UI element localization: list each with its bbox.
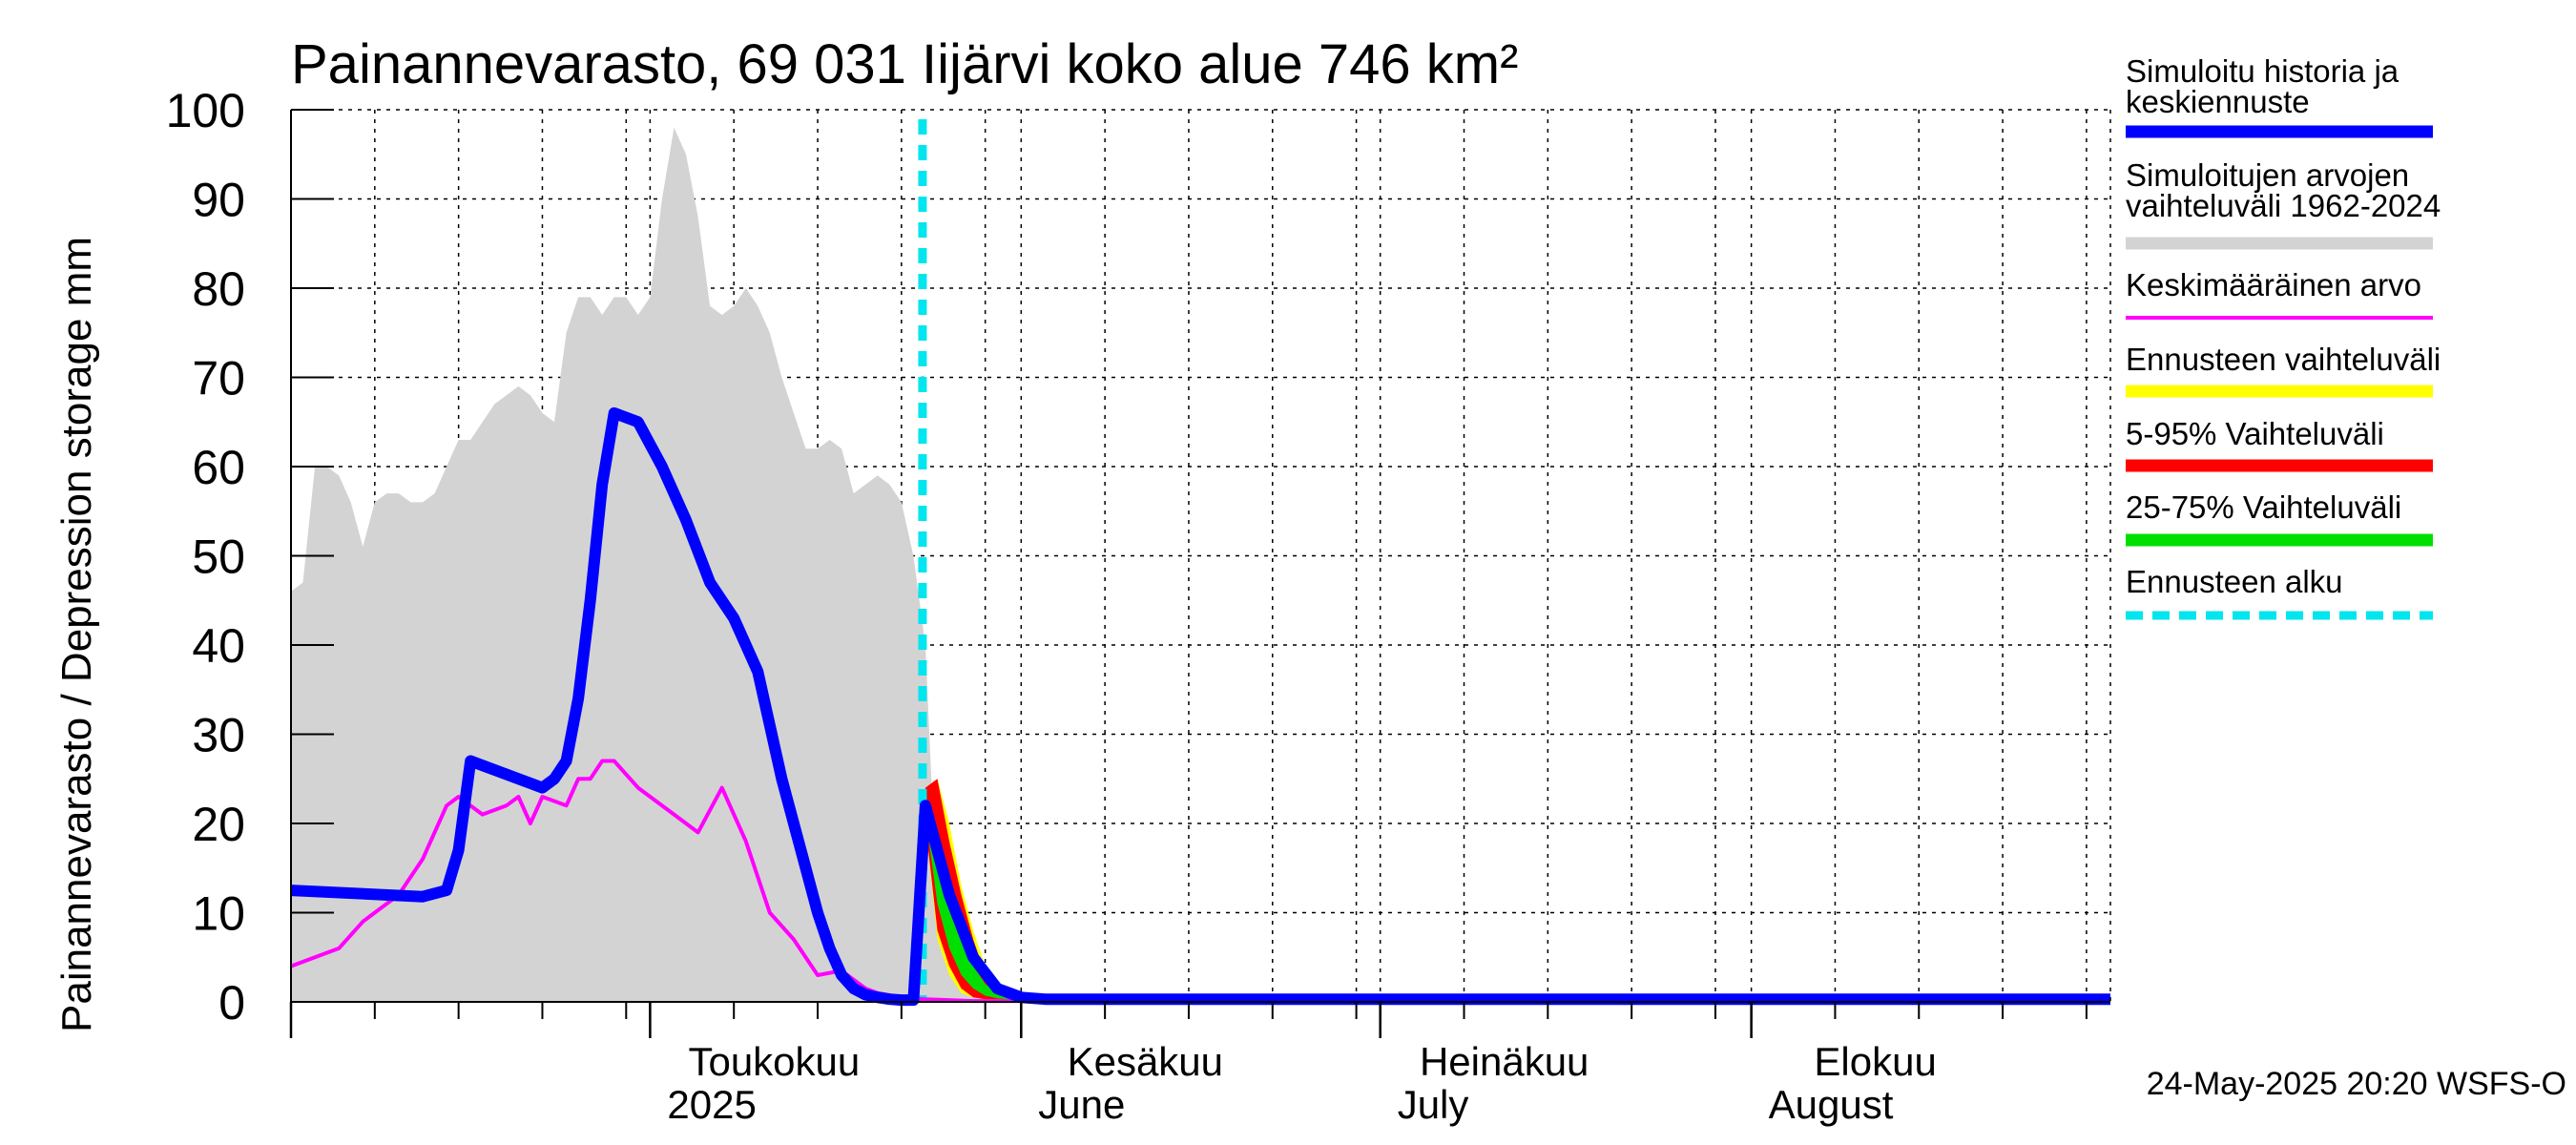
- x-tick-label-month: Elokuu: [1814, 1039, 1936, 1084]
- x-tick-label-sub: June: [1038, 1082, 1125, 1127]
- y-tick-label: 60: [192, 441, 245, 494]
- x-tick-label-sub: August: [1769, 1082, 1894, 1127]
- y-tick-label: 50: [192, 531, 245, 584]
- band-25-75-vaihteluv-li: [924, 805, 1033, 1000]
- legend-label-simulated-history-2: keskiennuste: [2126, 84, 2310, 119]
- y-tick-label: 10: [192, 887, 245, 941]
- y-tick-label: 80: [192, 262, 245, 316]
- y-tick-label: 30: [192, 709, 245, 762]
- y-tick-label: 100: [166, 84, 245, 137]
- series-lines: [290, 119, 2110, 1007]
- y-tick-label: 40: [192, 619, 245, 673]
- legend-label-forecast-range: Ennusteen vaihteluväli: [2126, 342, 2441, 377]
- legend-label-simulated-history-1: Simuloitu historia ja: [2126, 53, 2399, 89]
- legend-label-simulated-range-2: vaihteluväli 1962-2024: [2126, 188, 2441, 223]
- y-tick-label: 70: [192, 352, 245, 406]
- x-tick-label-sub: 2025: [667, 1082, 756, 1127]
- x-tick-label-sub: July: [1398, 1082, 1469, 1127]
- y-tick-label: 20: [192, 798, 245, 851]
- y-axis-label: Painannevarasto / Depression storage mm: [53, 237, 100, 1032]
- line-simulated-history: [290, 406, 2110, 1007]
- chart-title: Painannevarasto, 69 031 Iijärvi koko alu…: [291, 33, 1518, 95]
- legend-label-5-95: 5-95% Vaihteluväli: [2126, 416, 2384, 451]
- legend-label-simulated-range-1: Simuloitujen arvojen: [2126, 157, 2409, 193]
- legend: Simuloitu historia ja keskiennuste Simul…: [2126, 53, 2441, 620]
- y-tick-label: 90: [192, 174, 245, 227]
- x-tick-label-month: Kesäkuu: [1068, 1039, 1223, 1084]
- legend-label-mean: Keskimääräinen arvo: [2126, 267, 2421, 302]
- x-tick-label-month: Toukokuu: [688, 1039, 860, 1084]
- footer-timestamp: 24-May-2025 20:20 WSFS-O: [2147, 1066, 2566, 1102]
- legend-label-25-75: 25-75% Vaihteluväli: [2126, 489, 2401, 525]
- y-tick-label: 0: [218, 976, 245, 1030]
- line-mean: [290, 759, 2110, 1004]
- x-tick-label-month: Heinäkuu: [1420, 1039, 1589, 1084]
- grid-lines: [291, 109, 2110, 1002]
- legend-label-forecast-start: Ennusteen alku: [2126, 564, 2343, 599]
